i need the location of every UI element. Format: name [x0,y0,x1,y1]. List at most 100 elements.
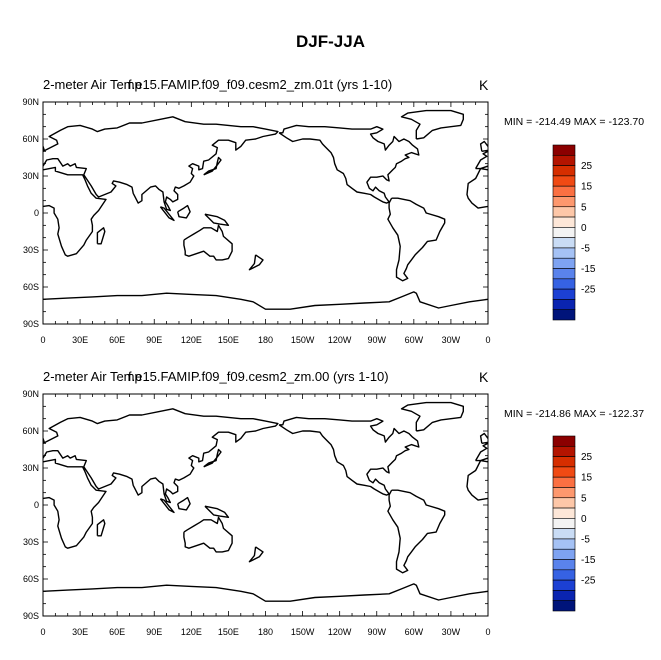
panel-2-units: K [479,369,489,385]
colorbar-label: 25 [581,452,593,463]
coastline [159,498,175,514]
lon-label: 0 [40,335,45,345]
colorbar-box [552,227,576,238]
colorbar-box [552,600,576,612]
colorbar-label: -25 [581,285,596,296]
coastline [0,111,18,139]
colorbar-box [552,206,576,218]
coastline [623,498,635,510]
map-panel-2: 0 30E 60E 90E 120E 150E 180 150W 120W 90W 60W 30W 09… [22,389,661,637]
lon-label: 120W [328,627,352,637]
coastline [183,224,233,261]
colorbar-box [552,144,576,156]
colorbar-label: -15 [581,264,596,275]
lat-label: 60S [23,282,39,292]
coastline [387,489,446,574]
lon-label: 0 [485,627,490,637]
colorbar-label: -15 [581,555,596,566]
colorbar-box [552,196,576,208]
colorbar-label: 15 [581,473,593,484]
coastline [43,299,44,301]
panel-2-center-string: f.e15.FAMIP.f09_f09.cesm2_zm.00 (yrs 1-1… [128,369,389,384]
lat-label: 60N [22,134,39,144]
coastline [605,207,619,221]
map-frame [42,393,489,617]
lat-label: 30S [23,245,39,255]
colorbar-box [552,538,576,550]
coastline [96,227,106,245]
coastline [248,546,264,563]
lon-label: 180 [258,627,273,637]
coastline [623,206,635,218]
coastline [96,519,106,537]
colorbar: 25 15 5 0 -5 -15 -25 [552,144,596,321]
colorbar-box [552,288,576,300]
lon-label: 150E [218,335,239,345]
coastlines [0,109,661,310]
lat-label: 30S [23,537,39,547]
colorbar-label: -25 [581,576,596,587]
lon-label: 120E [181,335,202,345]
colorbar-label: 0 [581,514,587,525]
coastline [400,401,464,432]
coastline [278,124,420,204]
panel-1-left-string: 2-meter Air Temp [43,77,142,92]
coastline [248,254,264,271]
colorbar-box [552,435,576,447]
coastline [650,506,661,517]
colorbar: 25 15 5 0 -5 -15 -25 [552,435,596,612]
colorbar-box [552,528,576,540]
lon-label: 60E [109,335,125,345]
colorbar-box [552,569,576,581]
lon-label: 30E [72,335,88,345]
colorbar-label: 5 [581,493,587,504]
panel-2-min-max: MIN = -214.86 MAX = -122.37 [504,408,645,420]
colorbar-box [552,268,576,280]
lon-label: 120E [181,627,202,637]
colorbar-box [552,257,576,269]
lat-label: 60S [23,574,39,584]
lon-label: 150W [291,627,315,637]
coastline [177,496,191,511]
lat-label: 90S [23,611,39,621]
panel-1-units: K [479,77,489,93]
coastline [183,516,233,553]
coastline [203,448,222,468]
colorbar-box [552,487,576,499]
colorbar-box [552,590,576,602]
lon-label: 30W [442,335,461,345]
lon-label: 150E [218,627,239,637]
lon-label: 90W [367,627,386,637]
colorbar-box [552,278,576,290]
coastline [203,156,222,176]
lon-label: 90E [146,335,162,345]
panel-1-center-string: f.e15.FAMIP.f09_f09.cesm2_zm.01t (yrs 1-… [128,77,393,92]
colorbar-box [552,445,576,457]
lon-label: 120W [328,335,352,345]
coastline [204,213,230,227]
colorbar-box [552,165,576,177]
coastline [204,505,230,518]
coastline [649,158,661,175]
lon-label: 180 [258,335,273,345]
coastline [43,408,279,549]
coastline [43,583,488,602]
colorbar-box [552,497,576,509]
colorbar-label: 25 [581,161,593,172]
lat-label: 0 [34,208,39,218]
lat-label: 90N [22,97,39,107]
coastline [542,520,549,536]
lon-label: 60W [405,335,424,345]
colorbar-box [552,154,576,166]
panel-2-left-string: 2-meter Air Temp [43,369,142,384]
lat-label: 30N [22,463,39,473]
coastline [43,591,44,593]
coastline [629,225,661,260]
colorbar-label: 5 [581,202,587,213]
lon-label: 30W [442,627,461,637]
lat-label: 0 [34,500,39,510]
colorbar-label: -5 [581,243,590,254]
coastline [650,214,661,225]
lat-label: 90S [23,319,39,329]
